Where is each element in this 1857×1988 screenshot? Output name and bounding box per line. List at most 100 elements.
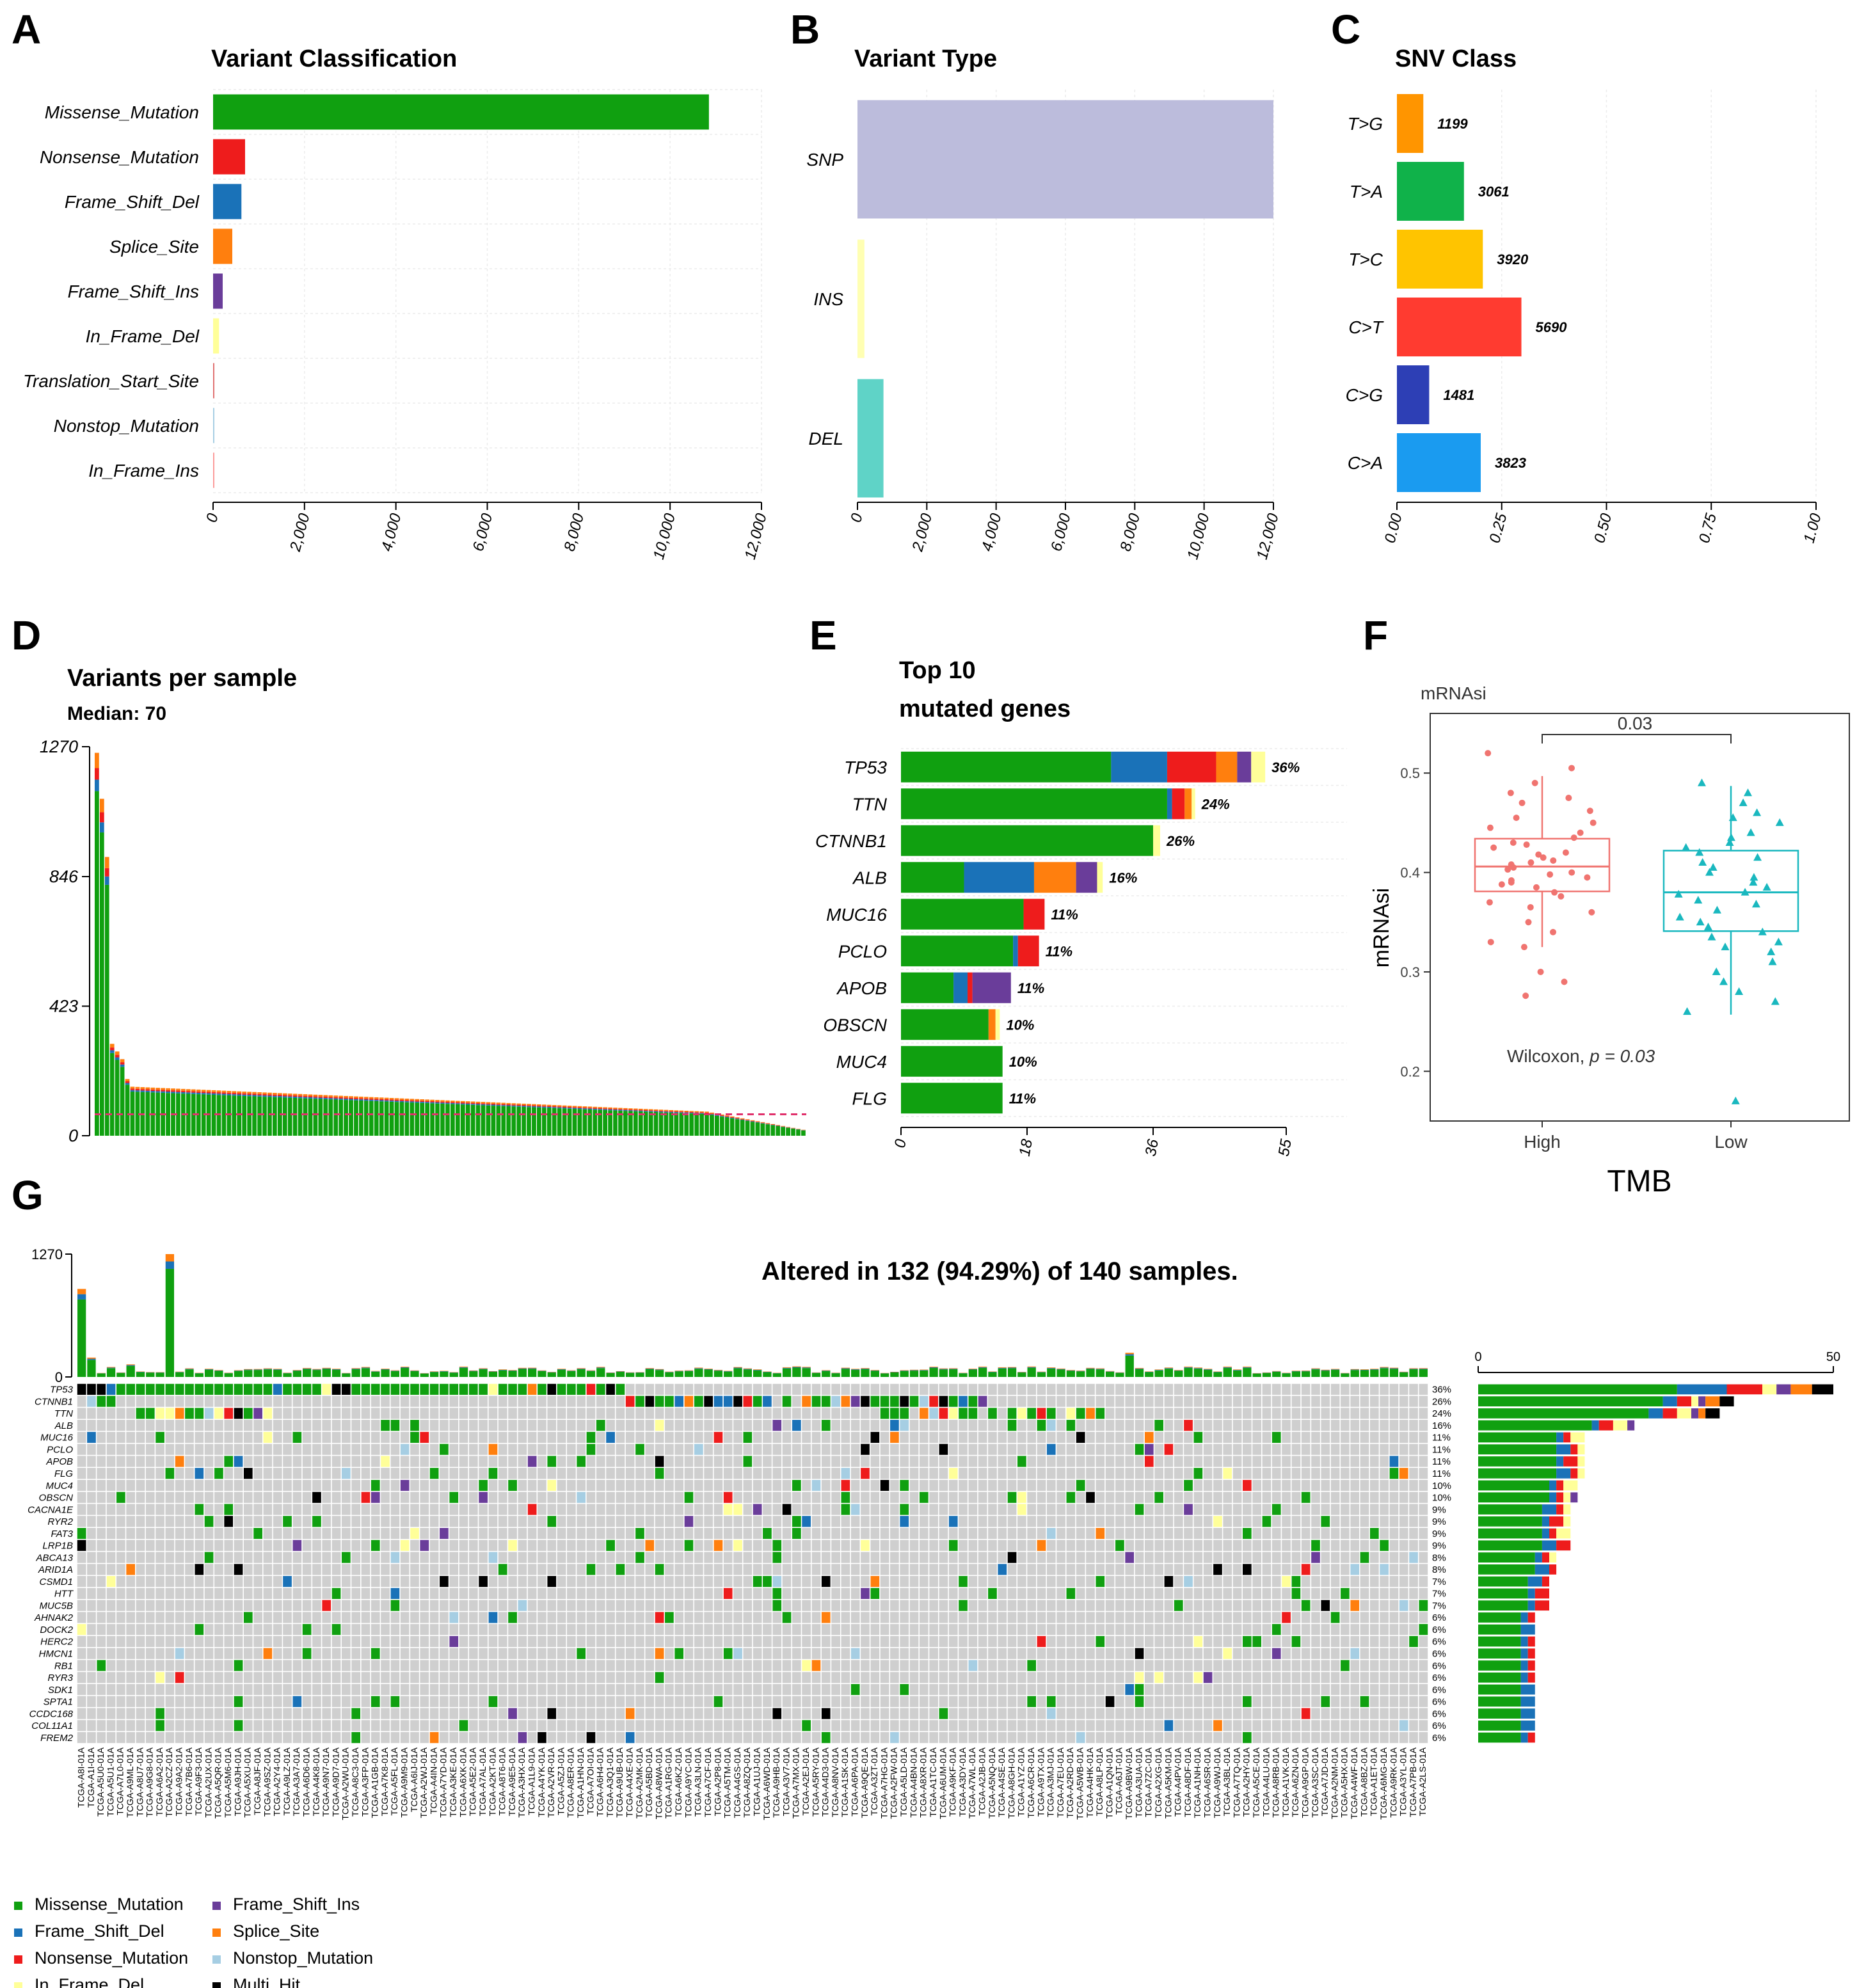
panel-g-cell bbox=[1330, 1516, 1340, 1527]
panel-g-cell bbox=[713, 1468, 723, 1479]
panel-g-cell bbox=[390, 1456, 400, 1467]
panel-g-cell bbox=[821, 1479, 831, 1491]
panel-g-cell bbox=[1223, 1468, 1232, 1479]
panel-g-cell bbox=[1154, 1431, 1163, 1443]
panel-f-point-low bbox=[1675, 912, 1684, 921]
panel-g-cell bbox=[224, 1587, 234, 1599]
panel-g-cell bbox=[635, 1408, 644, 1419]
panel-g-cell bbox=[1262, 1420, 1271, 1431]
panel-g-cell bbox=[645, 1456, 655, 1467]
panel-g-cell bbox=[625, 1576, 635, 1587]
panel-g-cell bbox=[567, 1672, 576, 1683]
panel-g-cell bbox=[792, 1383, 801, 1395]
panel-g-cell bbox=[371, 1539, 380, 1551]
panel-g-cell bbox=[723, 1468, 733, 1479]
panel-g-cell bbox=[782, 1443, 792, 1455]
panel-g-cell bbox=[1193, 1612, 1203, 1623]
panel-g-cell bbox=[616, 1672, 625, 1683]
panel-e-bar-segment bbox=[901, 825, 1154, 856]
panel-e-bar-segment bbox=[988, 1009, 996, 1040]
panel-g-cell bbox=[1056, 1564, 1065, 1575]
panel-g-top-bar bbox=[253, 1369, 262, 1371]
panel-g-cell bbox=[1330, 1672, 1340, 1683]
panel-g-cell bbox=[743, 1672, 753, 1683]
panel-g-cell bbox=[655, 1420, 664, 1431]
panel-d-sample-bar bbox=[527, 1107, 531, 1136]
panel-d-sample-bar bbox=[745, 1120, 750, 1136]
panel-g-cell bbox=[468, 1624, 478, 1635]
panel-f-point-low bbox=[1775, 818, 1784, 826]
panel-g-cell bbox=[116, 1683, 125, 1696]
panel-g-cell bbox=[547, 1612, 557, 1623]
panel-d-sample-bar bbox=[109, 1053, 115, 1136]
panel-g-cell bbox=[479, 1612, 488, 1623]
panel-g-cell bbox=[1193, 1539, 1203, 1551]
panel-g-percent-label: 9% bbox=[1432, 1529, 1446, 1539]
panel-d-sample-bar bbox=[109, 1047, 115, 1051]
panel-g-cell bbox=[1271, 1383, 1281, 1395]
panel-d-sample-bar bbox=[247, 1093, 252, 1095]
panel-g-cell bbox=[821, 1612, 831, 1623]
panel-g-cell bbox=[253, 1587, 262, 1599]
panel-g-cell bbox=[1311, 1564, 1320, 1575]
panel-g-cell bbox=[508, 1683, 517, 1696]
panel-g-cell bbox=[1203, 1672, 1213, 1683]
panel-g-cell bbox=[655, 1491, 664, 1503]
panel-g-cell bbox=[1301, 1587, 1311, 1599]
panel-g-cell bbox=[97, 1443, 106, 1455]
panel-g-cell bbox=[577, 1528, 586, 1539]
panel-g-cell bbox=[429, 1516, 439, 1527]
panel-g-top-bar bbox=[1252, 1373, 1261, 1377]
panel-d-sample-bar bbox=[618, 1110, 623, 1136]
panel-g-cell bbox=[1321, 1564, 1330, 1575]
panel-g-cell bbox=[606, 1479, 615, 1491]
panel-e-bar-segment bbox=[1192, 788, 1195, 820]
panel-g-cell bbox=[684, 1660, 694, 1671]
panel-g-cell bbox=[1203, 1516, 1213, 1527]
panel-f-point-high bbox=[1547, 871, 1554, 878]
panel-g-cell bbox=[420, 1696, 429, 1707]
panel-g-cell bbox=[1311, 1408, 1320, 1419]
panel-d-sample-bar bbox=[740, 1118, 745, 1119]
panel-g-cell bbox=[782, 1635, 792, 1648]
panel-g-cell bbox=[1419, 1683, 1428, 1696]
panel-g-cell bbox=[508, 1383, 517, 1395]
panel-g-cell bbox=[948, 1479, 958, 1491]
panel-g-cell bbox=[606, 1696, 615, 1707]
panel-g-cell bbox=[665, 1420, 674, 1431]
panel-d-sample-bar bbox=[104, 868, 109, 877]
panel-g-cell bbox=[1046, 1456, 1056, 1467]
panel-g-cell bbox=[577, 1443, 586, 1455]
panel-d-sample-bar bbox=[211, 1092, 216, 1093]
panel-g-cell bbox=[185, 1443, 194, 1455]
panel-g-cell bbox=[77, 1587, 86, 1599]
panel-d-sample-bar bbox=[679, 1112, 684, 1113]
panel-g-cell bbox=[1193, 1660, 1203, 1671]
panel-g-cell bbox=[468, 1552, 478, 1563]
panel-d-sample-bar bbox=[292, 1097, 298, 1136]
panel-d-sample-bar bbox=[363, 1097, 369, 1099]
panel-f-point-high bbox=[1498, 881, 1505, 888]
panel-g-cell bbox=[567, 1539, 576, 1551]
panel-g-cell bbox=[978, 1600, 987, 1611]
panel-g-cell bbox=[1144, 1635, 1154, 1648]
panel-g-cell bbox=[1174, 1648, 1183, 1659]
panel-g-cell bbox=[106, 1456, 116, 1467]
panel-g-cell bbox=[968, 1635, 978, 1648]
panel-g-cell bbox=[1291, 1564, 1301, 1575]
panel-g-cell bbox=[831, 1479, 840, 1491]
panel-g-cell bbox=[97, 1516, 106, 1527]
panel-g-cell bbox=[978, 1528, 987, 1539]
panel-g-cell bbox=[479, 1504, 488, 1515]
panel-g-gene-label: MUC16 bbox=[40, 1433, 74, 1443]
panel-g-cell bbox=[948, 1576, 958, 1587]
panel-g-cell bbox=[645, 1383, 655, 1395]
panel-g-cell bbox=[351, 1600, 361, 1611]
panel-g-cell bbox=[1311, 1576, 1320, 1587]
panel-f-point-high bbox=[1586, 807, 1593, 815]
panel-d-sample-bar bbox=[603, 1107, 608, 1109]
panel-g-cell bbox=[371, 1683, 380, 1696]
panel-g-cell bbox=[498, 1635, 507, 1648]
panel-g-cell bbox=[1154, 1587, 1163, 1599]
panel-g-cell bbox=[292, 1600, 302, 1611]
